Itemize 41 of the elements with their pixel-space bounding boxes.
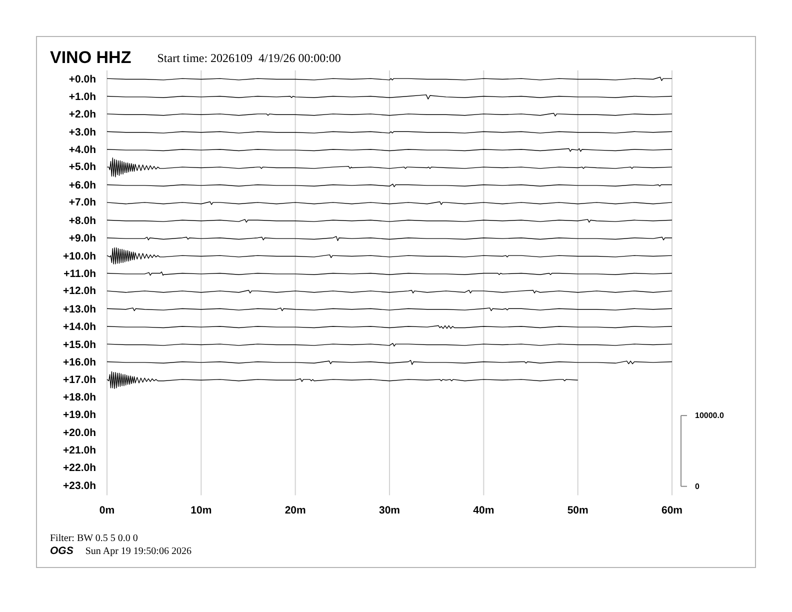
series-label: +4.0h xyxy=(68,144,96,156)
series-label: +9.0h xyxy=(68,232,96,245)
x-tick-label: 40m xyxy=(473,504,494,517)
line-series xyxy=(106,247,672,264)
x-tick-label: 50m xyxy=(567,504,588,517)
x-tick-label: 30m xyxy=(378,504,400,517)
text: +20.0h xyxy=(63,426,96,439)
text: Sun Apr 19 19:50:06 2026 xyxy=(85,546,192,557)
text: +22.0h xyxy=(63,462,96,474)
text: +23.0h xyxy=(63,480,96,492)
line-series xyxy=(106,157,672,178)
series-label: +17.0h xyxy=(63,374,96,386)
series-label: +12.0h xyxy=(63,284,96,297)
text: OGS xyxy=(50,545,74,557)
text: +19.0h xyxy=(63,409,96,422)
y-tick-label: 10000.0 xyxy=(695,411,724,420)
series-label: +3.0h xyxy=(68,126,96,138)
text: Filter: BW 0.5 5 0.0 0 xyxy=(50,533,138,544)
x-tick-label: 20m xyxy=(284,504,306,517)
series-label: +5.0h xyxy=(68,161,96,174)
chart-subtitle: Start time: 2026109 4/19/26 00:00:00 xyxy=(157,51,341,65)
series-label: +6.0h xyxy=(68,179,96,192)
text: +18.0h xyxy=(63,391,96,404)
series-label: +0.0h xyxy=(68,73,96,86)
y-tick-label: 0 xyxy=(695,482,700,491)
series-label: +8.0h xyxy=(68,214,96,227)
text: +21.0h xyxy=(63,444,96,457)
line-series xyxy=(106,371,578,389)
series-label: +16.0h xyxy=(63,356,96,368)
x-tick-label: 60m xyxy=(661,504,683,517)
series-label: +15.0h xyxy=(63,338,96,351)
x-tick-label: 10m xyxy=(190,504,212,517)
x-tick-label: 0m xyxy=(99,504,115,517)
series-label: +14.0h xyxy=(63,321,96,334)
series-label: +7.0h xyxy=(68,196,96,208)
series-label: +10.0h xyxy=(63,250,96,262)
series-label: +2.0h xyxy=(68,108,96,121)
chart-title: VINO HHZ xyxy=(50,48,132,67)
series-label: +1.0h xyxy=(68,90,96,103)
series-label: +13.0h xyxy=(63,303,96,316)
series-label: +11.0h xyxy=(64,268,96,280)
